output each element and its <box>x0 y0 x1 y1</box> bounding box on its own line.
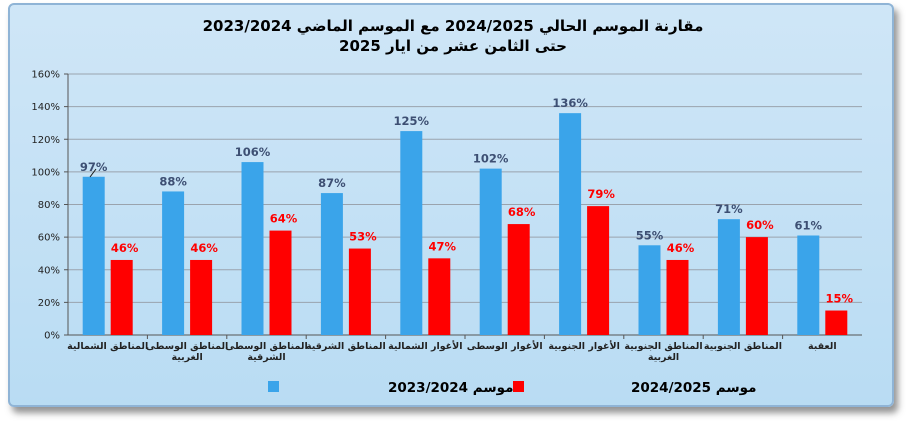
data-label-series-1: 87% <box>318 176 346 190</box>
bar-series-2 <box>428 258 451 335</box>
bar-series-1 <box>638 245 661 335</box>
x-category-label: الأغوار الشمالية <box>388 340 462 352</box>
bar-series-2 <box>745 237 768 335</box>
y-tick-label: 80% <box>38 200 60 211</box>
label-leader-line <box>89 168 97 178</box>
data-label-series-2: 79% <box>587 187 615 201</box>
y-tick-label: 100% <box>31 167 60 178</box>
y-tick-label: 20% <box>38 298 60 309</box>
data-label-series-1: 106% <box>235 145 271 159</box>
bar-series-1 <box>797 235 820 335</box>
data-label-series-1: 71% <box>715 202 743 216</box>
x-category-label: المناطق الجنوبية <box>624 341 702 352</box>
bar-series-2 <box>348 248 371 335</box>
bar-series-1 <box>400 131 423 335</box>
y-tick-label: 60% <box>38 233 60 244</box>
legend-swatch-1 <box>268 381 279 392</box>
y-tick-label: 0% <box>44 331 60 342</box>
data-label-series-1: 125% <box>394 114 430 128</box>
data-label-series-1: 97% <box>80 160 108 174</box>
legend-label-2: موسم 2024/2025 <box>631 380 756 396</box>
bar-series-1 <box>479 168 502 335</box>
y-tick-label: 120% <box>31 135 60 146</box>
data-label-series-2: 60% <box>746 218 774 232</box>
data-label-series-2: 46% <box>111 241 139 255</box>
bar-series-2 <box>269 230 292 335</box>
y-tick-label: 40% <box>38 265 60 276</box>
chart-title-line: مقارنة الموسم الحالي 2024/2025 مع الموسم… <box>203 17 704 35</box>
data-label-series-2: 15% <box>826 292 854 306</box>
x-category-label: الغربية <box>171 352 202 363</box>
legend-label-1: موسم 2023/2024 <box>388 380 513 396</box>
y-tick-label: 160% <box>31 70 60 81</box>
data-label-series-2: 46% <box>667 241 695 255</box>
x-category-label: الأغوار الوسطى <box>467 340 543 352</box>
bar-series-2 <box>110 259 133 335</box>
data-label-series-2: 53% <box>349 230 377 244</box>
x-category-label: المناطق الشمالية <box>67 341 148 352</box>
bar-series-2 <box>825 310 848 335</box>
x-category-label: المناطق الوسطى <box>146 341 228 352</box>
bar-series-1 <box>320 193 343 335</box>
x-category-label: المناطق الوسطى <box>225 341 307 352</box>
data-label-series-2: 64% <box>270 212 298 226</box>
data-label-series-2: 47% <box>429 239 457 253</box>
data-label-series-1: 102% <box>473 152 509 166</box>
x-category-label: المناطق الشرقية <box>306 341 386 352</box>
x-category-label: الأغوار الجنوبية <box>548 340 620 352</box>
chart-title-line: حتى الثامن عشر من ايار 2025 <box>339 37 567 55</box>
bar-series-2 <box>587 206 610 335</box>
x-category-label: العقبة <box>808 341 837 352</box>
bar-series-1 <box>82 176 105 335</box>
x-category-label: الشرقية <box>247 352 285 363</box>
bar-series-2 <box>507 224 530 335</box>
data-label-series-2: 68% <box>508 205 536 219</box>
legend-swatch-2 <box>513 381 524 392</box>
data-label-series-1: 55% <box>636 228 664 242</box>
data-label-series-1: 61% <box>795 218 823 232</box>
x-category-label: المناطق الجنوبية <box>704 341 782 352</box>
bar-series-1 <box>162 191 185 335</box>
x-category-label: الغربية <box>648 352 679 363</box>
bar-series-1 <box>717 219 740 335</box>
bar-series-2 <box>666 259 689 335</box>
bar-series-1 <box>241 162 264 335</box>
data-label-series-1: 136% <box>552 96 588 110</box>
data-label-series-1: 88% <box>159 174 187 188</box>
bar-series-1 <box>559 113 582 336</box>
bar-series-2 <box>190 259 213 335</box>
y-tick-label: 140% <box>31 102 60 113</box>
data-label-series-2: 46% <box>190 241 218 255</box>
